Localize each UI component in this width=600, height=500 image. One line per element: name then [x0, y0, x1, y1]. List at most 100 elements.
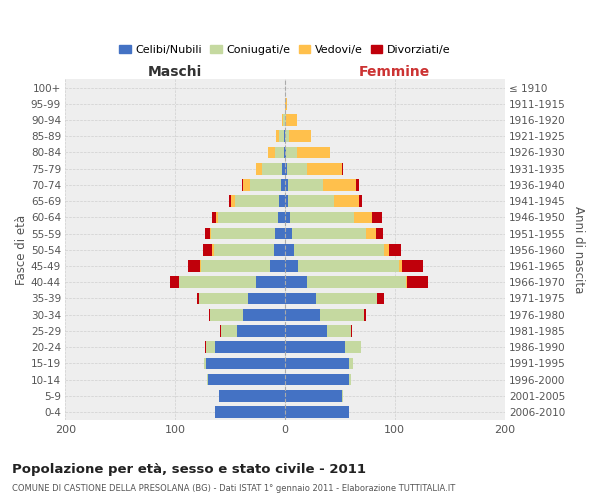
- Bar: [216, 212, 218, 223]
- Bar: [242, 179, 243, 191]
- Bar: [323, 179, 356, 191]
- Bar: [346, 342, 361, 353]
- Bar: [205, 342, 206, 353]
- Bar: [286, 114, 297, 126]
- Bar: [342, 390, 343, 402]
- Bar: [281, 163, 285, 174]
- Bar: [218, 212, 278, 223]
- Bar: [236, 325, 285, 337]
- Bar: [285, 406, 349, 418]
- Bar: [268, 146, 275, 158]
- Bar: [316, 292, 377, 304]
- Bar: [294, 244, 384, 256]
- Bar: [221, 325, 236, 337]
- Bar: [285, 212, 290, 223]
- Bar: [297, 146, 330, 158]
- Bar: [285, 276, 307, 288]
- Bar: [215, 342, 285, 353]
- Bar: [220, 325, 221, 337]
- Bar: [389, 244, 401, 256]
- Text: COMUNE DI CASTIONE DELLA PRESOLANA (BG) - Dati ISTAT 1° gennaio 2011 - Elaborazi: COMUNE DI CASTIONE DELLA PRESOLANA (BG) …: [12, 484, 455, 493]
- Bar: [288, 179, 323, 191]
- Bar: [197, 292, 199, 304]
- Bar: [407, 276, 428, 288]
- Bar: [334, 196, 359, 207]
- Bar: [354, 212, 372, 223]
- Bar: [285, 146, 286, 158]
- Bar: [179, 276, 256, 288]
- Bar: [281, 179, 285, 191]
- Bar: [262, 163, 281, 174]
- Bar: [285, 228, 292, 239]
- Bar: [235, 196, 280, 207]
- Bar: [200, 260, 202, 272]
- Bar: [284, 130, 285, 142]
- Bar: [210, 228, 211, 239]
- Bar: [256, 276, 285, 288]
- Bar: [243, 179, 250, 191]
- Bar: [399, 260, 403, 272]
- Bar: [364, 309, 366, 320]
- Text: Femmine: Femmine: [359, 66, 430, 80]
- Bar: [275, 146, 284, 158]
- Bar: [212, 212, 216, 223]
- Bar: [188, 260, 200, 272]
- Bar: [377, 292, 384, 304]
- Bar: [243, 309, 285, 320]
- Bar: [298, 260, 399, 272]
- Bar: [210, 309, 243, 320]
- Bar: [285, 196, 288, 207]
- Bar: [307, 163, 342, 174]
- Bar: [290, 212, 354, 223]
- Bar: [287, 163, 307, 174]
- Bar: [403, 260, 424, 272]
- Bar: [285, 309, 320, 320]
- Bar: [211, 228, 275, 239]
- Bar: [285, 390, 342, 402]
- Bar: [202, 260, 269, 272]
- Bar: [406, 276, 407, 288]
- Bar: [203, 358, 206, 369]
- Y-axis label: Anni di nascita: Anni di nascita: [572, 206, 585, 294]
- Bar: [359, 196, 362, 207]
- Bar: [342, 163, 343, 174]
- Bar: [349, 374, 351, 386]
- Bar: [209, 309, 210, 320]
- Bar: [326, 325, 351, 337]
- Bar: [205, 228, 210, 239]
- Bar: [203, 244, 212, 256]
- Bar: [229, 196, 231, 207]
- Bar: [285, 114, 286, 126]
- Bar: [356, 179, 359, 191]
- Bar: [285, 374, 349, 386]
- Bar: [219, 390, 285, 402]
- Bar: [349, 358, 353, 369]
- Bar: [276, 130, 280, 142]
- Bar: [285, 292, 316, 304]
- Y-axis label: Fasce di età: Fasce di età: [15, 215, 28, 285]
- Bar: [372, 212, 382, 223]
- Bar: [208, 374, 285, 386]
- Bar: [285, 130, 289, 142]
- Bar: [170, 276, 179, 288]
- Bar: [289, 130, 311, 142]
- Bar: [285, 163, 287, 174]
- Bar: [215, 406, 285, 418]
- Bar: [256, 163, 262, 174]
- Bar: [285, 179, 288, 191]
- Bar: [207, 374, 208, 386]
- Bar: [206, 342, 215, 353]
- Text: Popolazione per età, sesso e stato civile - 2011: Popolazione per età, sesso e stato civil…: [12, 462, 366, 475]
- Bar: [280, 196, 285, 207]
- Bar: [285, 260, 298, 272]
- Bar: [269, 260, 285, 272]
- Bar: [285, 244, 294, 256]
- Bar: [275, 228, 285, 239]
- Bar: [307, 276, 406, 288]
- Bar: [278, 212, 285, 223]
- Bar: [288, 196, 334, 207]
- Bar: [250, 179, 281, 191]
- Bar: [286, 146, 297, 158]
- Bar: [384, 244, 389, 256]
- Bar: [199, 292, 248, 304]
